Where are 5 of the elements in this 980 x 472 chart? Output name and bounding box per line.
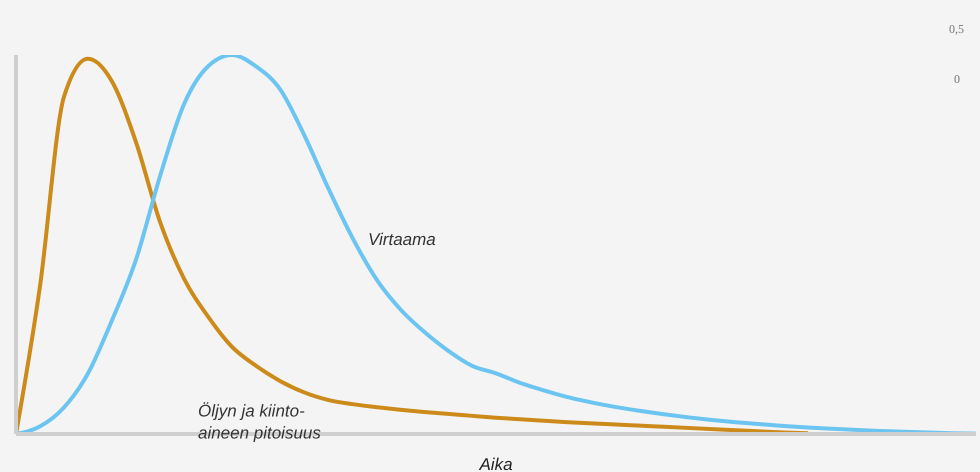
text: 0,5 — [949, 22, 964, 37]
x-axis-title: Aika — [478, 455, 513, 472]
series-label: Virtaama — [368, 230, 436, 249]
annotation: 0 — [954, 72, 960, 87]
series-label: Öljyn ja kiinto-aineen pitoisuus — [198, 402, 322, 443]
